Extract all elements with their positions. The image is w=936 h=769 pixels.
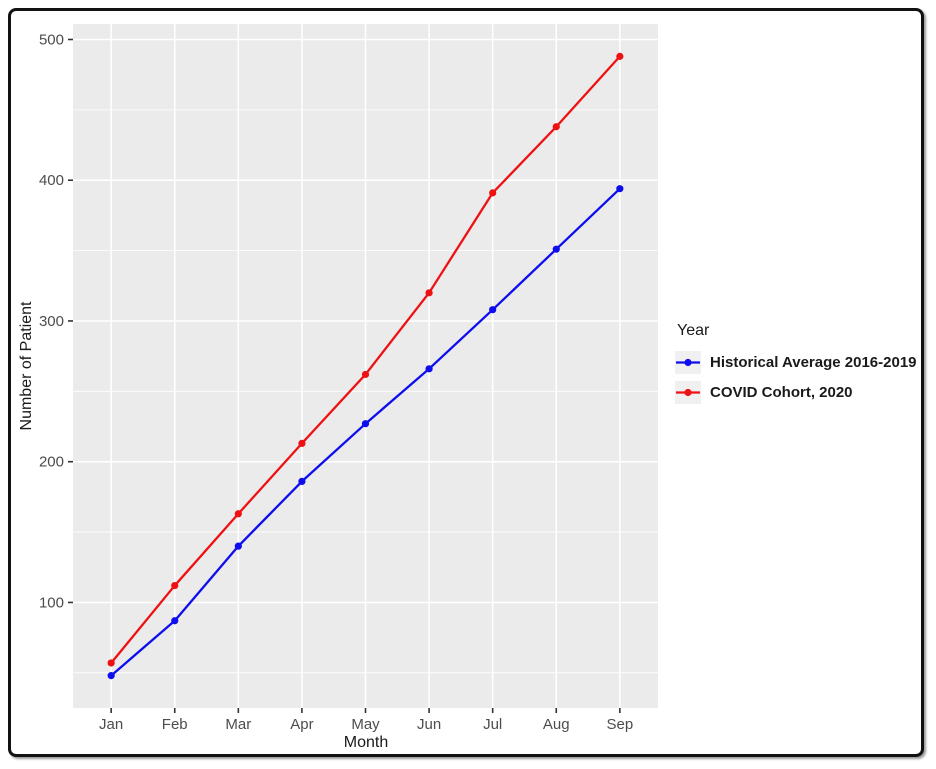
y-tick-label: 200 xyxy=(39,454,64,471)
data-point xyxy=(425,289,433,297)
y-tick-label: 300 xyxy=(39,313,64,330)
x-axis-title: Month xyxy=(344,734,388,751)
data-point xyxy=(298,439,306,448)
data-point xyxy=(616,185,624,193)
y-axis-title: Number of Patient xyxy=(18,301,35,431)
data-point xyxy=(361,370,370,379)
data-point xyxy=(234,542,242,550)
data-point xyxy=(489,306,497,314)
x-tick-label: Sep xyxy=(606,716,633,733)
data-point xyxy=(489,189,497,197)
y-tick-label: 500 xyxy=(39,31,64,48)
data-point xyxy=(234,510,242,518)
y-tick-label: 100 xyxy=(39,594,64,611)
legend-key-red-icon xyxy=(675,381,701,404)
data-point xyxy=(425,365,433,373)
legend-label-covid: COVID Cohort, 2020 xyxy=(710,384,853,401)
x-tick-label: Feb xyxy=(162,716,188,733)
plot-area: 100 200 300 400 500 Jan Feb Mar Apr May Jun Jul Aug S… xyxy=(39,24,658,733)
legend-label-historical: Historical Average 2016-2019 xyxy=(710,354,917,371)
figure-frame: 100 200 300 400 500 Jan Feb Mar Apr May Jun Jul Aug S… xyxy=(8,8,924,757)
line-chart: 100 200 300 400 500 Jan Feb Mar Apr May Jun Jul Aug S… xyxy=(18,24,658,751)
data-point xyxy=(107,672,115,680)
x-tick-label: Mar xyxy=(225,716,251,733)
x-tick-label: Aug xyxy=(543,716,570,733)
legend-item-historical: Historical Average 2016-2019 xyxy=(675,350,921,375)
x-tick-label: May xyxy=(351,716,380,733)
x-tick-label: Apr xyxy=(290,716,313,733)
x-tick-label: Jul xyxy=(483,716,502,733)
data-point xyxy=(361,420,370,428)
x-tick-label: Jan xyxy=(99,716,123,733)
legend-title: Year xyxy=(677,322,710,339)
data-point xyxy=(298,477,306,486)
data-point xyxy=(171,581,179,590)
data-point xyxy=(171,617,179,625)
data-point xyxy=(552,123,560,131)
data-point xyxy=(107,659,115,667)
x-tick-label: Jun xyxy=(417,716,441,733)
legend-item-covid: COVID Cohort, 2020 xyxy=(675,380,921,405)
legend-key-blue-icon xyxy=(675,351,701,374)
data-point xyxy=(616,52,624,60)
data-point xyxy=(552,245,560,253)
legend: Year Historical Average 2016-2019 COVID … xyxy=(675,322,921,410)
y-tick-label: 400 xyxy=(39,172,64,189)
